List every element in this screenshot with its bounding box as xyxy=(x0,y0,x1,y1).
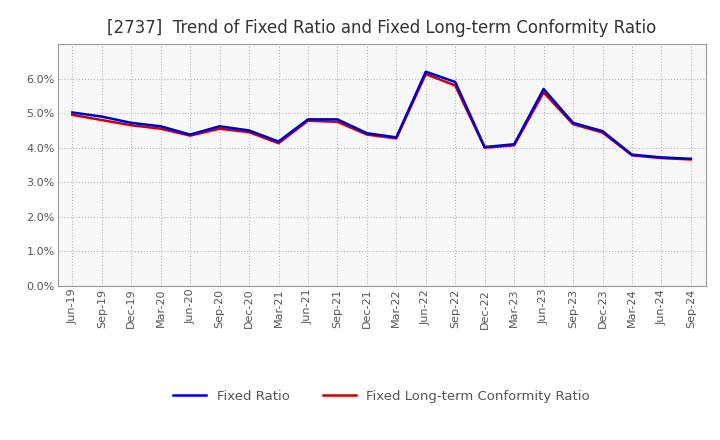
Fixed Ratio xyxy=(480,144,489,150)
Fixed Long-term Conformity Ratio xyxy=(628,153,636,158)
Fixed Long-term Conformity Ratio xyxy=(274,141,283,146)
Fixed Long-term Conformity Ratio xyxy=(127,123,135,128)
Fixed Long-term Conformity Ratio xyxy=(421,71,430,77)
Fixed Ratio xyxy=(451,79,459,84)
Fixed Ratio xyxy=(97,114,106,119)
Fixed Ratio xyxy=(421,69,430,74)
Line: Fixed Ratio: Fixed Ratio xyxy=(72,72,691,159)
Fixed Ratio xyxy=(687,156,696,161)
Fixed Ratio xyxy=(127,120,135,125)
Fixed Long-term Conformity Ratio xyxy=(97,117,106,123)
Fixed Long-term Conformity Ratio xyxy=(304,118,312,123)
Legend: Fixed Ratio, Fixed Long-term Conformity Ratio: Fixed Ratio, Fixed Long-term Conformity … xyxy=(168,385,595,408)
Fixed Ratio xyxy=(363,131,372,136)
Fixed Ratio xyxy=(245,128,253,133)
Fixed Long-term Conformity Ratio xyxy=(480,145,489,150)
Fixed Long-term Conformity Ratio xyxy=(569,121,577,127)
Fixed Ratio xyxy=(333,117,342,122)
Fixed Ratio xyxy=(539,86,548,92)
Fixed Long-term Conformity Ratio xyxy=(687,157,696,162)
Fixed Ratio xyxy=(392,135,400,140)
Fixed Long-term Conformity Ratio xyxy=(333,119,342,125)
Fixed Long-term Conformity Ratio xyxy=(510,143,518,148)
Fixed Ratio xyxy=(598,128,607,134)
Fixed Ratio xyxy=(68,110,76,115)
Fixed Long-term Conformity Ratio xyxy=(598,130,607,135)
Fixed Long-term Conformity Ratio xyxy=(363,132,372,137)
Fixed Long-term Conformity Ratio xyxy=(186,133,194,138)
Fixed Long-term Conformity Ratio xyxy=(451,83,459,88)
Fixed Long-term Conformity Ratio xyxy=(657,155,666,161)
Fixed Ratio xyxy=(274,139,283,144)
Fixed Ratio xyxy=(510,142,518,147)
Fixed Long-term Conformity Ratio xyxy=(245,129,253,135)
Fixed Ratio xyxy=(569,120,577,125)
Fixed Ratio xyxy=(186,132,194,137)
Title: [2737]  Trend of Fixed Ratio and Fixed Long-term Conformity Ratio: [2737] Trend of Fixed Ratio and Fixed Lo… xyxy=(107,19,656,37)
Fixed Long-term Conformity Ratio xyxy=(156,126,165,131)
Fixed Long-term Conformity Ratio xyxy=(392,136,400,141)
Fixed Ratio xyxy=(215,124,224,129)
Fixed Long-term Conformity Ratio xyxy=(539,90,548,95)
Fixed Long-term Conformity Ratio xyxy=(215,126,224,131)
Fixed Ratio xyxy=(628,152,636,157)
Line: Fixed Long-term Conformity Ratio: Fixed Long-term Conformity Ratio xyxy=(72,74,691,159)
Fixed Ratio xyxy=(156,124,165,129)
Fixed Ratio xyxy=(304,117,312,122)
Fixed Long-term Conformity Ratio xyxy=(68,112,76,117)
Fixed Ratio xyxy=(657,155,666,160)
